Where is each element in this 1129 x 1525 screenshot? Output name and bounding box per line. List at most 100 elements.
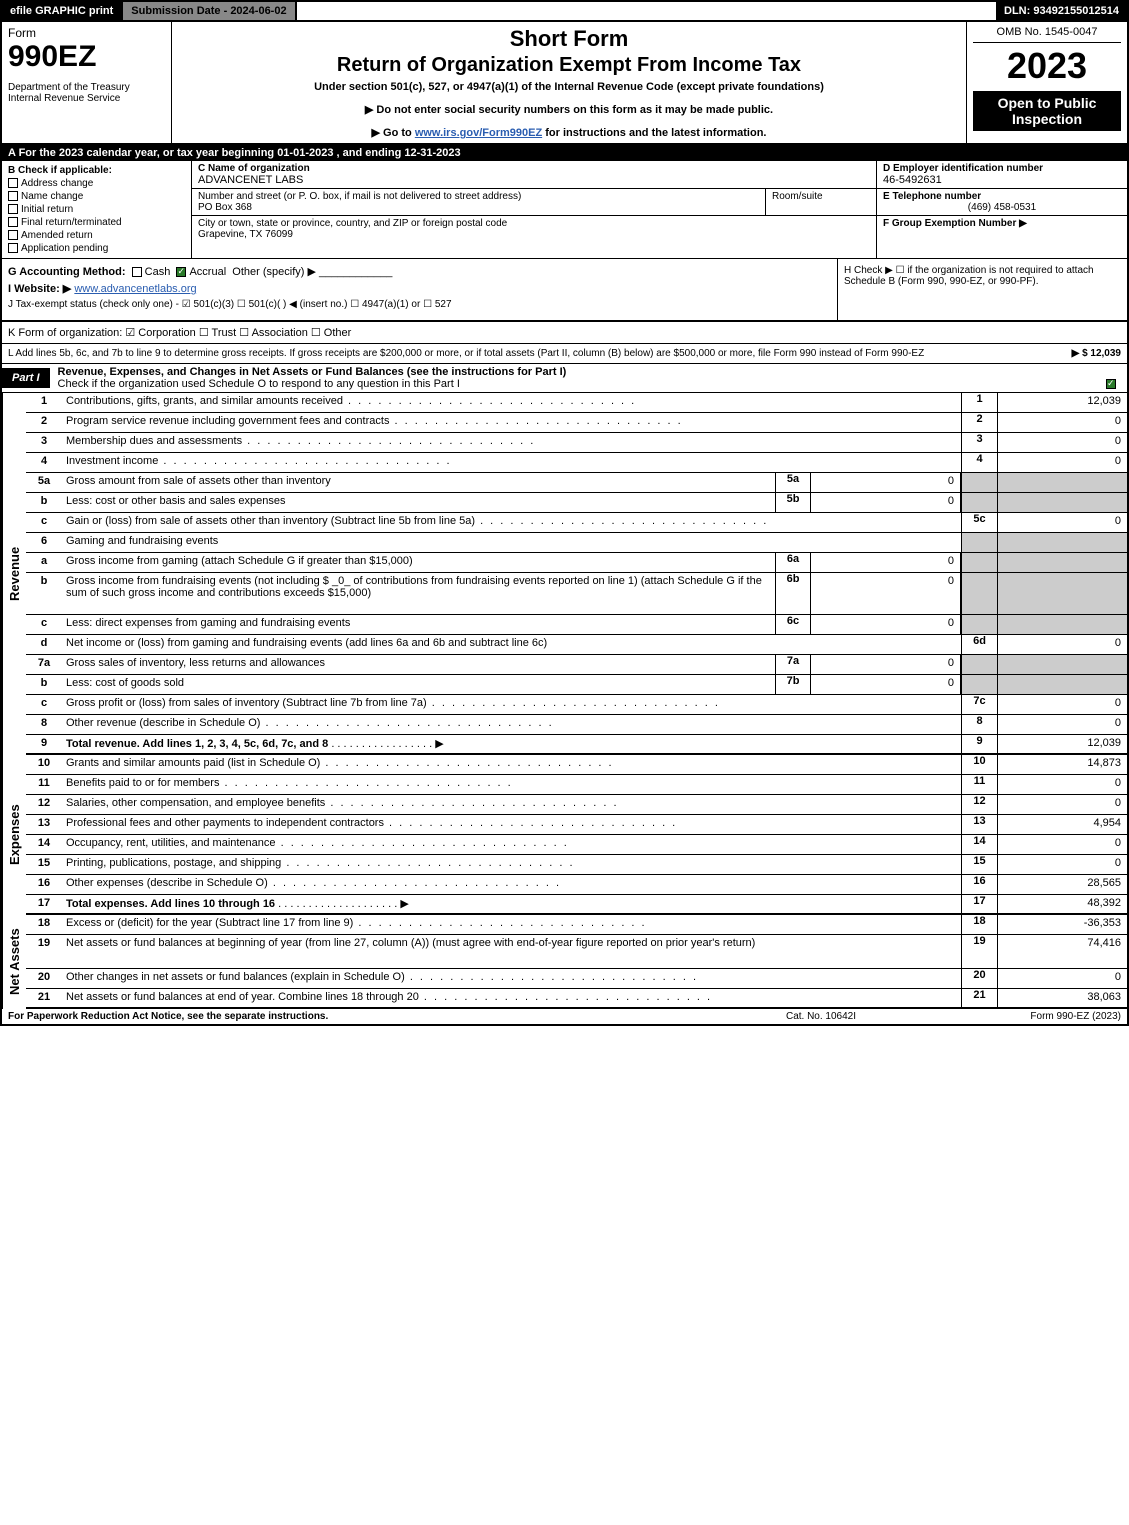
line-19-value: 74,416	[997, 935, 1127, 968]
line-11: Benefits paid to or for members	[62, 775, 961, 794]
line-18: Excess or (deficit) for the year (Subtra…	[62, 915, 961, 934]
chk-initial-return[interactable]: Initial return	[8, 204, 185, 215]
line-15: Printing, publications, postage, and shi…	[62, 855, 961, 874]
col-b-checkboxes: B Check if applicable: Address change Na…	[2, 161, 192, 258]
line-6: Gaming and fundraising events	[62, 533, 961, 552]
return-title: Return of Organization Exempt From Incom…	[178, 54, 960, 77]
row-a-calendar-year: A For the 2023 calendar year, or tax yea…	[0, 145, 1129, 161]
line-1-value: 12,039	[997, 393, 1127, 412]
line-2-value: 0	[997, 413, 1127, 432]
chk-address-change[interactable]: Address change	[8, 178, 185, 189]
under-section: Under section 501(c), 527, or 4947(a)(1)…	[178, 81, 960, 93]
street-label: Number and street (or P. O. box, if mail…	[198, 191, 759, 202]
line-18-value: -36,353	[997, 915, 1127, 934]
row-j: J Tax-exempt status (check only one) - ☑…	[8, 299, 831, 310]
phone-value: (469) 458-0531	[883, 202, 1121, 213]
ein-label: D Employer identification number	[883, 163, 1121, 174]
page-footer: For Paperwork Reduction Act Notice, see …	[0, 1009, 1129, 1026]
org-name-label: C Name of organization	[198, 163, 870, 174]
part-1-header: Part I Revenue, Expenses, and Changes in…	[0, 364, 1129, 393]
line-6b: Gross income from fundraising events (no…	[62, 573, 775, 614]
irs-label: Internal Revenue Service	[8, 93, 165, 104]
room-cell: Room/suite	[766, 189, 876, 215]
line-21-value: 38,063	[997, 989, 1127, 1007]
website-link[interactable]: www.advancenetlabs.org	[74, 283, 196, 295]
goto-note: ▶ Go to www.irs.gov/Form990EZ for instru…	[178, 126, 960, 139]
line-6d: Net income or (loss) from gaming and fun…	[62, 635, 961, 654]
gij-left: G Accounting Method: Cash Accrual Other …	[2, 259, 837, 320]
revenue-rows: 1Contributions, gifts, grants, and simil…	[26, 393, 1127, 755]
goto-post: for instructions and the latest informat…	[542, 127, 766, 139]
line-4-value: 0	[997, 453, 1127, 472]
omb-number: OMB No. 1545-0047	[973, 26, 1121, 43]
line-14-value: 0	[997, 835, 1127, 854]
line-20-value: 0	[997, 969, 1127, 988]
footer-mid: Cat. No. 10642I	[721, 1011, 921, 1022]
block-b-to-f: B Check if applicable: Address change Na…	[0, 161, 1129, 258]
row-g: G Accounting Method: Cash Accrual Other …	[8, 265, 831, 278]
row-l: L Add lines 5b, 6c, and 7b to line 9 to …	[0, 344, 1129, 364]
line-7b: Less: cost of goods sold	[62, 675, 775, 694]
form-number: 990EZ	[8, 40, 165, 74]
part-1-label: Part I	[2, 368, 50, 388]
netassets-rows: 18Excess or (deficit) for the year (Subt…	[26, 915, 1127, 1009]
topbar-filler	[297, 2, 996, 20]
line-13-value: 4,954	[997, 815, 1127, 834]
line-17-value: 48,392	[997, 895, 1127, 913]
org-name-cell: C Name of organization ADVANCENET LABS	[192, 161, 876, 189]
line-5c-value: 0	[997, 513, 1127, 532]
part-1-schedule-o-check	[1106, 379, 1116, 389]
group-exempt-label: F Group Exemption Number ▶	[883, 218, 1027, 229]
ein-cell: D Employer identification number 46-5492…	[877, 161, 1127, 189]
part-1-title: Revenue, Expenses, and Changes in Net As…	[50, 364, 1127, 392]
line-7c: Gross profit or (loss) from sales of inv…	[62, 695, 961, 714]
line-6c: Less: direct expenses from gaming and fu…	[62, 615, 775, 634]
phone-label: E Telephone number	[883, 191, 981, 202]
line-5c: Gain or (loss) from sale of assets other…	[62, 513, 961, 532]
row-l-amount: ▶ $ 12,039	[1072, 348, 1121, 359]
g-cash: Cash	[145, 266, 171, 278]
line-19: Net assets or fund balances at beginning…	[62, 935, 961, 968]
line-7c-value: 0	[997, 695, 1127, 714]
line-5a-value: 0	[811, 473, 961, 492]
line-6d-value: 0	[997, 635, 1127, 654]
chk-final-return[interactable]: Final return/terminated	[8, 217, 185, 228]
line-10: Grants and similar amounts paid (list in…	[62, 755, 961, 774]
chk-name-change[interactable]: Name change	[8, 191, 185, 202]
room-label: Room/suite	[772, 191, 870, 202]
header-mid: Short Form Return of Organization Exempt…	[172, 22, 967, 143]
line-21: Net assets or fund balances at end of ye…	[62, 989, 961, 1007]
row-i: I Website: ▶ www.advancenetlabs.org	[8, 282, 831, 295]
block-g-h-i-j: G Accounting Method: Cash Accrual Other …	[0, 258, 1129, 322]
line-6a: Gross income from gaming (attach Schedul…	[62, 553, 775, 572]
row-k: K Form of organization: ☑ Corporation ☐ …	[0, 322, 1129, 344]
header-left: Form 990EZ Department of the Treasury In…	[2, 22, 172, 143]
part-1-sub: Check if the organization used Schedule …	[58, 378, 460, 390]
expenses-side-label: Expenses	[2, 755, 26, 915]
line-16: Other expenses (describe in Schedule O)	[62, 875, 961, 894]
efile-label[interactable]: efile GRAPHIC print	[2, 2, 123, 20]
chk-amended-return[interactable]: Amended return	[8, 230, 185, 241]
col-b-head: B Check if applicable:	[8, 165, 185, 176]
dept-label: Department of the Treasury	[8, 82, 165, 93]
g-label: G Accounting Method:	[8, 266, 126, 278]
col-c-org: C Name of organization ADVANCENET LABS N…	[192, 161, 877, 258]
line-10-value: 14,873	[997, 755, 1127, 774]
line-11-value: 0	[997, 775, 1127, 794]
form-header: Form 990EZ Department of the Treasury In…	[0, 22, 1129, 145]
ein-value: 46-5492631	[883, 174, 1121, 186]
do-not-note: ▶ Do not enter social security numbers o…	[178, 103, 960, 116]
dln-label: DLN: 93492155012514	[996, 2, 1127, 20]
street-cell: Number and street (or P. O. box, if mail…	[192, 189, 766, 215]
line-17: Total expenses. Add lines 10 through 16 …	[62, 895, 961, 913]
line-6a-value: 0	[811, 553, 961, 572]
line-5b-value: 0	[811, 493, 961, 512]
short-form-title: Short Form	[178, 26, 960, 52]
line-5a: Gross amount from sale of assets other t…	[62, 473, 775, 492]
goto-link[interactable]: www.irs.gov/Form990EZ	[415, 127, 542, 139]
line-15-value: 0	[997, 855, 1127, 874]
form-label: Form	[8, 26, 165, 40]
row-h: H Check ▶ ☐ if the organization is not r…	[837, 259, 1127, 320]
chk-application-pending[interactable]: Application pending	[8, 243, 185, 254]
header-right: OMB No. 1545-0047 2023 Open to Public In…	[967, 22, 1127, 143]
